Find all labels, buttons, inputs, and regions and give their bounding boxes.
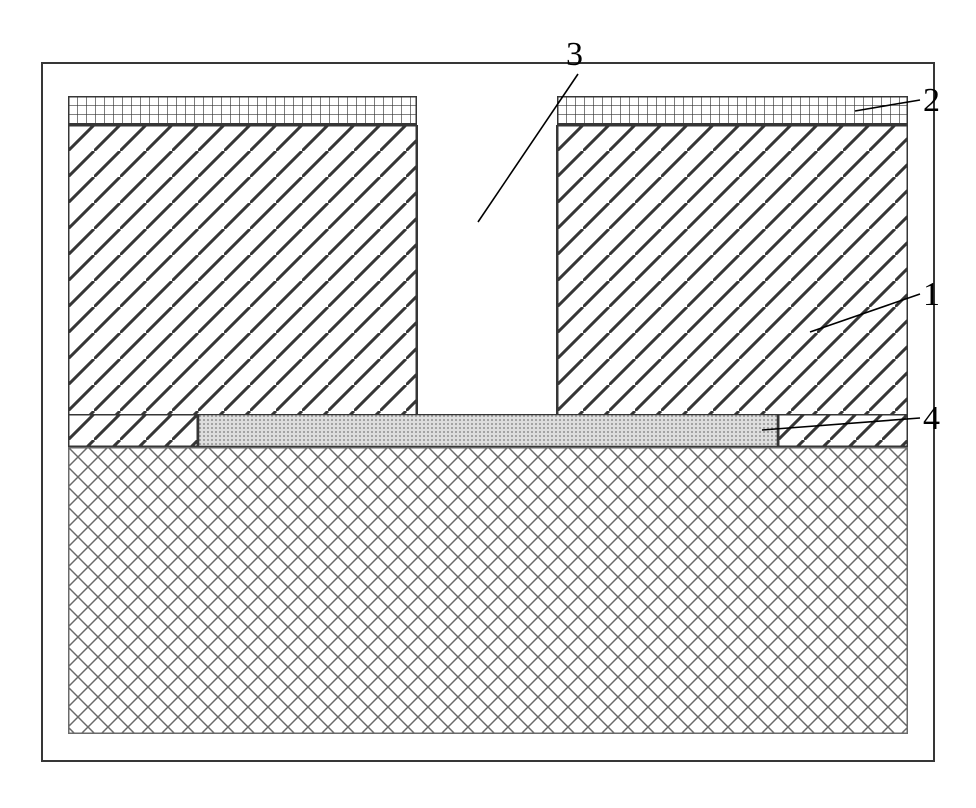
layer1-left [68,125,417,447]
layer1-bottom-right [778,414,908,447]
callout-label-3: 3 [566,36,583,74]
mask2-left [68,96,417,125]
buried-layer-4 [198,414,778,447]
layer1-bottom-left [68,414,198,447]
substrate-layer [68,447,908,734]
callout-label-1: 1 [923,276,940,314]
layer1-right [557,125,908,447]
callout-label-2: 2 [923,82,940,120]
callout-label-4: 4 [923,400,940,438]
mask2-right [557,96,908,125]
diagram-stage: 3 2 1 4 [0,0,976,808]
trench-3 [417,96,557,414]
